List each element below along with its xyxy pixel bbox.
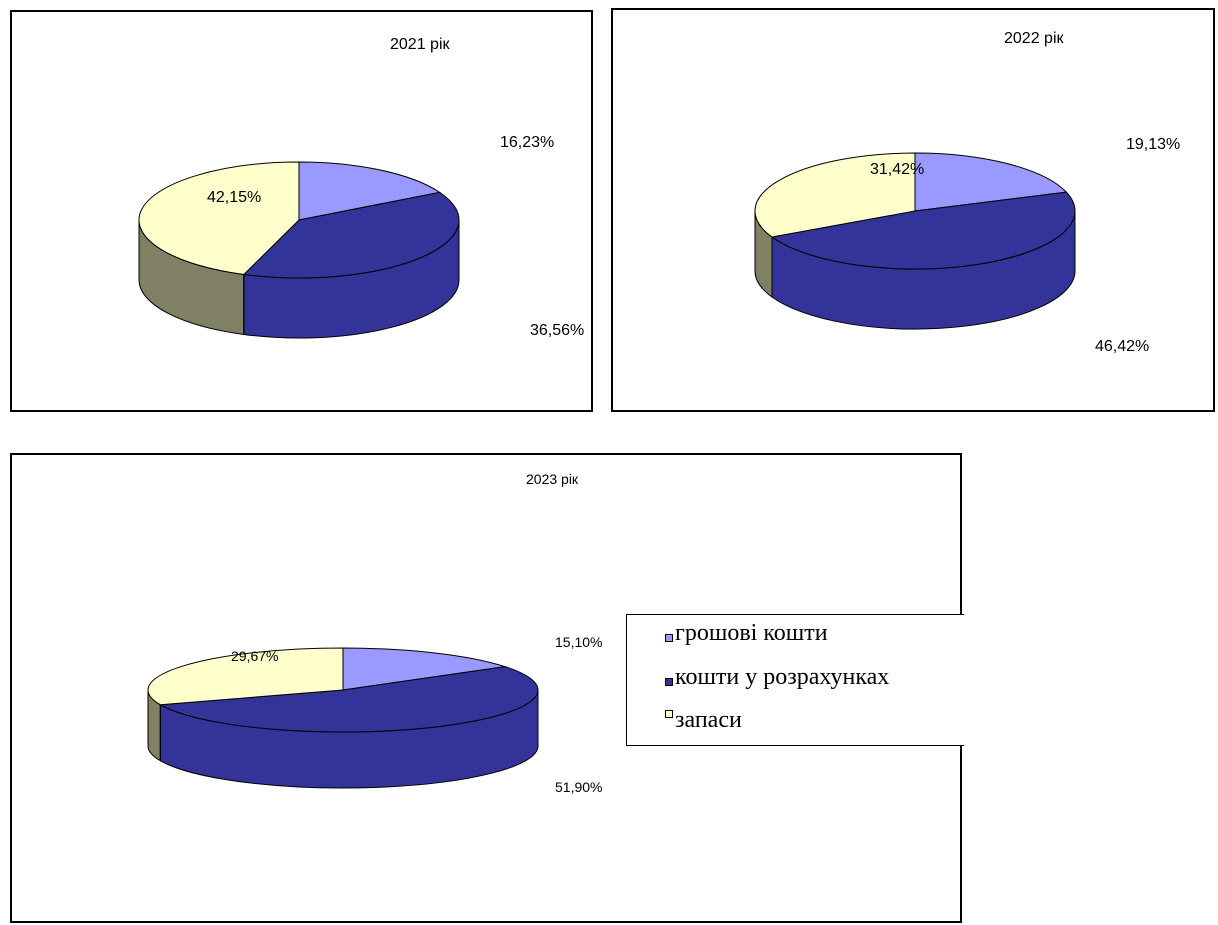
- data-label-hroshovi: 15,10%: [555, 634, 603, 650]
- slice-zapasy-top: [754, 152, 916, 238]
- chart-panel-2022: 2022 рік 19,13% 46,42% 31,42%: [611, 8, 1215, 412]
- slice-rozrakhunky-top: [770, 191, 1076, 270]
- chart-title: 2022 рік: [1004, 30, 1064, 47]
- legend-item-hroshovi: грошові кошти: [675, 620, 828, 646]
- pie-chart: [138, 161, 460, 339]
- legend-item-zapasy: запаси: [675, 707, 742, 733]
- chart-panel-2021: 2021 рік 16,23% 36,56% 42,15%: [10, 10, 593, 412]
- legend-swatch-hroshovi: [665, 634, 673, 642]
- chart-title: 2023 рік: [526, 471, 579, 487]
- legend: грошові кошти кошти у розрахунках запаси: [626, 614, 964, 746]
- chart-title: 2021 рік: [390, 36, 450, 53]
- data-label-zapasy: 29,67%: [231, 648, 279, 664]
- chart-panel-2023: 2023 рік 15,10% 51,90% 29,67% грошові ко…: [10, 453, 964, 923]
- legend-swatch-rozrakhunky: [665, 678, 673, 686]
- data-label-zapasy: 31,42%: [870, 161, 925, 178]
- legend-item-rozrakhunky: кошти у розрахунках: [675, 664, 890, 690]
- data-label-rozrakhunky: 46,42%: [1095, 338, 1150, 355]
- slice-zapasy-top: [147, 647, 344, 706]
- data-label-hroshovi: 19,13%: [1126, 136, 1181, 153]
- pie-chart: [754, 152, 1076, 330]
- legend-swatch-zapasy: [665, 710, 673, 718]
- data-label-hroshovi: 16,23%: [500, 134, 555, 151]
- slice-hroshovi-top: [298, 161, 441, 221]
- slice-zapasy-top: [138, 161, 300, 275]
- slice-rozrakhunky-top: [242, 191, 460, 279]
- data-label-zapasy: 42,15%: [207, 189, 262, 206]
- data-label-rozrakhunky: 36,56%: [530, 322, 585, 339]
- slice-rozrakhunky-top: [158, 666, 539, 733]
- data-label-rozrakhunky: 51,90%: [555, 779, 603, 795]
- slice-hroshovi-top: [342, 647, 506, 691]
- pie-chart: [147, 647, 539, 789]
